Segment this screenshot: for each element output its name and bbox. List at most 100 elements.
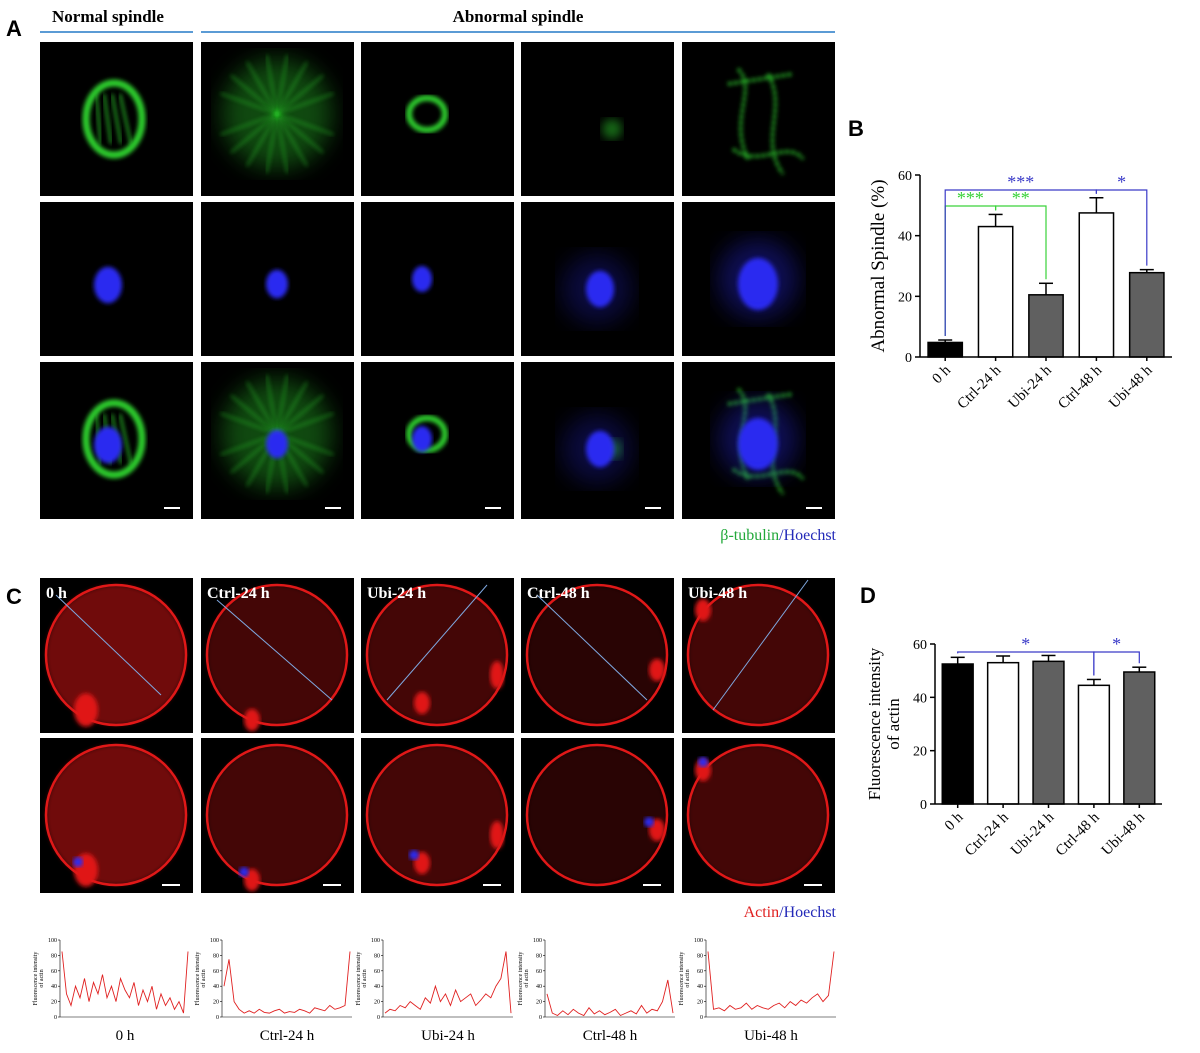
y-tick-label: 60 [51, 969, 57, 975]
spindle-fiber [230, 394, 278, 435]
actin-cap [244, 708, 260, 732]
spindle [727, 67, 805, 175]
micrograph [40, 738, 193, 893]
y-axis-label: of actin [38, 969, 45, 987]
x-tick-label: Ubi-24 h [1006, 362, 1056, 412]
stain-legend: Hoechst [784, 904, 837, 921]
y-tick-label: 80 [536, 953, 542, 959]
spindle-fiber [220, 92, 278, 115]
header: Normal spindle [52, 7, 164, 26]
y-tick-label: 0 [216, 1015, 219, 1021]
micrograph [40, 202, 193, 356]
panel-label: A [6, 16, 22, 41]
profile-line [55, 594, 162, 696]
y-tick-label: 100 [694, 938, 703, 944]
micrograph: Ctrl-24 h [201, 578, 354, 733]
image-label: Ctrl-24 h [207, 585, 270, 602]
image-label: Ubi-24 h [367, 585, 426, 602]
y-tick-label: 40 [536, 984, 542, 990]
spindle-fiber [276, 61, 308, 115]
oocyte [688, 745, 828, 885]
significance-label: *** [957, 188, 984, 208]
chromosome [698, 757, 708, 767]
chromosome [412, 266, 432, 292]
spindle-fiber [276, 54, 289, 115]
chromosome [644, 817, 654, 827]
y-tick-label: 60 [374, 969, 380, 975]
spindle [82, 399, 146, 479]
chromosome [73, 857, 83, 867]
spindle-fiber [265, 374, 278, 435]
y-tick-label: 40 [213, 984, 219, 990]
spindle-fiber [230, 74, 278, 115]
intensity-line [223, 951, 351, 1014]
x-tick-label: Ubi-48 h [1106, 362, 1156, 412]
micrograph-bg [361, 202, 514, 356]
significance-bracket [1095, 189, 1148, 266]
spindle [602, 119, 622, 139]
micrograph: Ctrl-48 h [521, 578, 674, 733]
y-tick-label: 80 [374, 953, 380, 959]
image-label: 0 h [46, 585, 67, 602]
stain-legend: β-tubulin [720, 527, 779, 544]
chromosome [266, 429, 288, 459]
actin-cap [649, 658, 665, 682]
oocyte [367, 585, 507, 725]
cortex [365, 583, 509, 727]
x-axis-label: Ctrl-24 h [260, 1028, 315, 1044]
x-tick-label: Ctrl-48 h [1053, 809, 1103, 859]
y-tick-label: 80 [213, 953, 219, 959]
micrograph [521, 202, 674, 356]
significance-label: * [1117, 172, 1126, 192]
spindle-fiber [276, 381, 308, 435]
micrograph [521, 42, 674, 196]
spindle [406, 95, 448, 133]
chromosome [94, 426, 122, 464]
spindle-fiber [95, 93, 102, 145]
spindle-fiber [265, 54, 278, 115]
x-axis-label: Ubi-24 h [421, 1028, 475, 1044]
panel-label: B [848, 116, 864, 141]
y-tick-label: 20 [213, 1000, 219, 1006]
y-axis-label: of actin [884, 698, 903, 750]
y-tick-label: 20 [697, 1000, 703, 1006]
significance-bracket [1093, 651, 1140, 676]
micrograph-bg [361, 362, 514, 519]
profile-line [536, 594, 648, 701]
spindle-fiber [276, 113, 289, 174]
x-tick-label: Ctrl-24 h [955, 362, 1005, 412]
bar [977, 225, 1014, 358]
micrograph: 0 h [40, 578, 193, 733]
spindle-fiber [119, 93, 132, 145]
bar [1028, 294, 1064, 358]
chromosome [266, 269, 288, 299]
bar [1032, 660, 1065, 805]
y-tick-label: 100 [533, 938, 542, 944]
y-tick-label: 0 [377, 1015, 380, 1021]
bar [1128, 271, 1165, 358]
chromosome-haze [718, 399, 798, 479]
significance-label: *** [1007, 172, 1034, 192]
actin-cap [414, 691, 430, 715]
cortex [365, 743, 509, 887]
micrograph [521, 738, 674, 893]
y-axis-label: Fluorescence intensity [518, 952, 524, 1006]
micrograph-bg [521, 42, 674, 196]
y-tick-label: 20 [536, 1000, 542, 1006]
intensity-line [707, 951, 835, 1012]
y-tick-label: 40 [51, 984, 57, 990]
micrograph [201, 42, 354, 196]
spindle-fiber [276, 374, 289, 435]
micrograph [682, 738, 835, 893]
micrograph [361, 42, 514, 196]
y-tick-label: 80 [51, 953, 57, 959]
y-tick-label: 40 [374, 984, 380, 990]
spindle-fiber [276, 113, 334, 136]
chromosome [94, 266, 122, 304]
panel-label: C [6, 584, 22, 609]
micrograph-bg [361, 42, 514, 196]
actin-cap [695, 598, 711, 622]
y-tick-label: 0 [905, 351, 912, 366]
stain-legend: / [779, 904, 784, 921]
